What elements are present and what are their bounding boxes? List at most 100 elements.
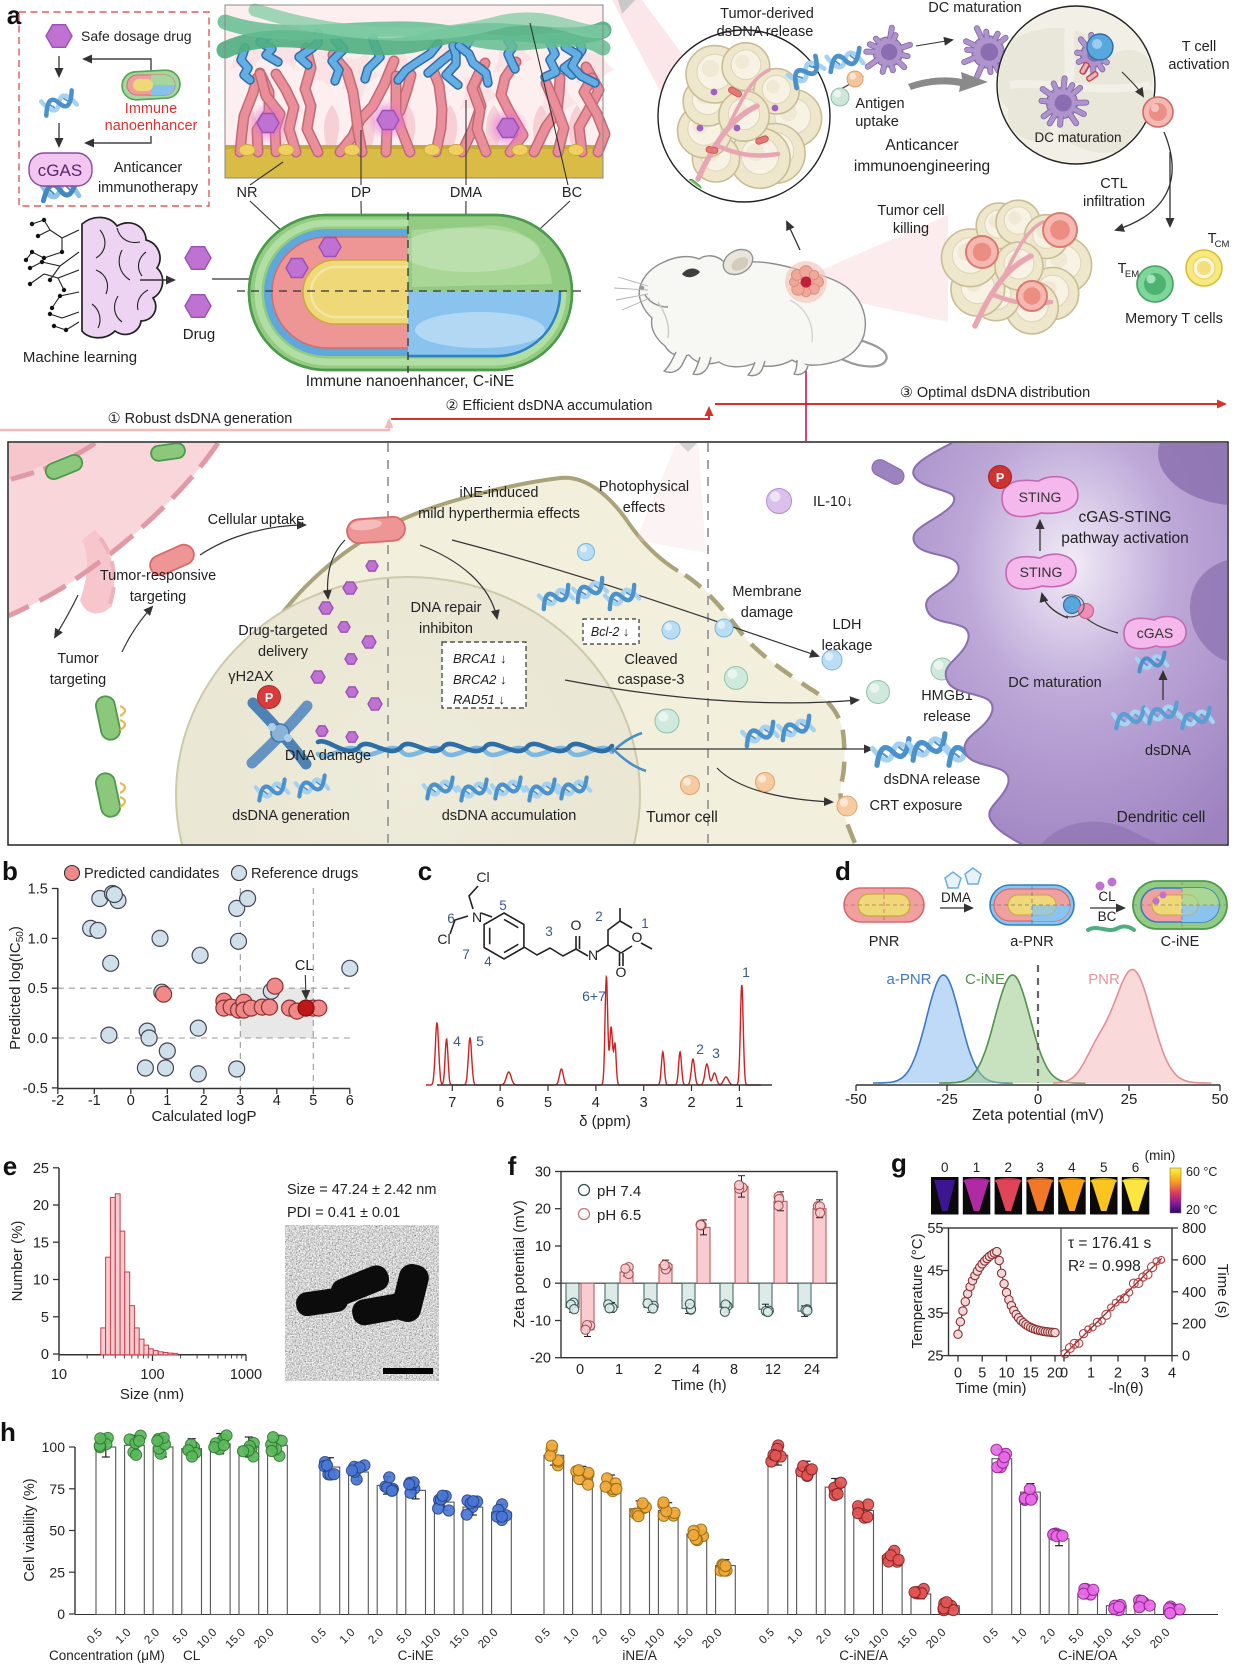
svg-text:Size (nm): Size (nm) — [120, 1386, 184, 1403]
svg-text:0: 0 — [41, 1347, 49, 1363]
svg-text:a: a — [7, 0, 22, 30]
svg-text:Cl: Cl — [476, 869, 489, 885]
svg-text:1: 1 — [973, 1160, 981, 1175]
svg-text:0: 0 — [127, 1093, 135, 1109]
svg-text:Tumor-responsive: Tumor-responsive — [100, 568, 216, 584]
svg-text:60 °C: 60 °C — [1186, 1165, 1217, 1179]
svg-text:4: 4 — [484, 954, 492, 969]
svg-text:Time (h): Time (h) — [671, 1377, 726, 1394]
svg-text:targeting: targeting — [50, 672, 106, 688]
svg-text:25: 25 — [1121, 1091, 1138, 1108]
svg-text:10: 10 — [535, 1239, 551, 1255]
svg-text:b: b — [2, 856, 18, 886]
svg-text:N: N — [588, 947, 598, 963]
svg-text:1: 1 — [641, 916, 649, 931]
svg-text:release: release — [923, 709, 971, 725]
svg-text:effects: effects — [623, 500, 665, 516]
svg-text:400: 400 — [1182, 1285, 1206, 1301]
svg-text:O: O — [571, 917, 582, 933]
svg-text:-10: -10 — [530, 1313, 551, 1329]
svg-text:Immune nanoenhancer, C-iNE: Immune nanoenhancer, C-iNE — [306, 373, 515, 390]
svg-text:200: 200 — [1182, 1317, 1206, 1333]
svg-text:50: 50 — [1212, 1091, 1229, 1108]
svg-text:6: 6 — [496, 1095, 504, 1111]
svg-text:O: O — [616, 964, 627, 980]
svg-text:EM: EM — [1125, 269, 1139, 280]
svg-text:1: 1 — [615, 1362, 623, 1378]
svg-text:25: 25 — [49, 1564, 65, 1580]
svg-text:0.5: 0.5 — [28, 981, 48, 997]
svg-text:100: 100 — [140, 1367, 164, 1383]
svg-text:immunoengineering: immunoengineering — [854, 158, 990, 175]
svg-text:dsDNA: dsDNA — [1145, 743, 1191, 759]
svg-text:STING: STING — [1020, 564, 1063, 580]
svg-text:BC: BC — [562, 185, 582, 201]
svg-text:0: 0 — [57, 1606, 65, 1622]
svg-text:20: 20 — [1047, 1366, 1063, 1382]
svg-text:5: 5 — [499, 898, 507, 913]
svg-text:3: 3 — [712, 1045, 720, 1061]
svg-text:Size = 47.24 ± 2.42 nm: Size = 47.24 ± 2.42 nm — [287, 1182, 436, 1198]
svg-text:Immune: Immune — [125, 101, 177, 117]
svg-text:DNA repair: DNA repair — [411, 600, 482, 616]
svg-text:IL-10↓: IL-10↓ — [813, 494, 853, 510]
svg-text:caspase-3: caspase-3 — [618, 672, 685, 688]
svg-text:10: 10 — [51, 1367, 67, 1383]
svg-text:iNE/A: iNE/A — [622, 1648, 657, 1663]
svg-text:immunotherapy: immunotherapy — [98, 180, 199, 196]
svg-text:50: 50 — [49, 1523, 65, 1539]
svg-text:(min): (min) — [1145, 1148, 1176, 1163]
svg-text:dsDNA release: dsDNA release — [884, 772, 981, 788]
svg-text:Dendritic cell: Dendritic cell — [1117, 809, 1206, 826]
svg-text:T: T — [1118, 261, 1127, 277]
svg-text:Tumor-derived: Tumor-derived — [720, 6, 814, 22]
svg-text:T cell: T cell — [1182, 39, 1216, 55]
svg-text:0: 0 — [954, 1366, 962, 1382]
svg-text:1: 1 — [735, 1095, 743, 1111]
svg-text:Predicted log(IC50): Predicted log(IC50) — [7, 926, 26, 1050]
svg-text:Anticancer: Anticancer — [114, 160, 183, 176]
svg-text:pH 7.4: pH 7.4 — [597, 1183, 641, 1200]
svg-text:CL: CL — [183, 1648, 201, 1663]
svg-text:c: c — [418, 856, 432, 886]
svg-text:Temperature (°C): Temperature (°C) — [909, 1233, 926, 1348]
svg-text:CTL: CTL — [1100, 176, 1127, 192]
svg-text:600: 600 — [1182, 1253, 1206, 1269]
svg-text:2: 2 — [696, 1041, 704, 1057]
svg-text:NR: NR — [237, 185, 258, 201]
svg-text:0: 0 — [1182, 1349, 1190, 1365]
svg-text:Cellular uptake: Cellular uptake — [208, 512, 305, 528]
svg-text:infiltration: infiltration — [1083, 194, 1145, 210]
svg-text:55: 55 — [927, 1221, 943, 1237]
svg-text:25: 25 — [33, 1161, 49, 1177]
svg-text:2: 2 — [688, 1095, 696, 1111]
svg-text:5: 5 — [309, 1093, 317, 1109]
svg-text:1: 1 — [1087, 1366, 1095, 1382]
svg-text:0: 0 — [543, 1276, 551, 1292]
svg-text:4: 4 — [1168, 1366, 1176, 1382]
svg-text:targeting: targeting — [130, 589, 186, 605]
svg-text:d: d — [835, 856, 851, 886]
svg-text:Concentration (μM): Concentration (μM) — [49, 1648, 165, 1663]
svg-text:τ = 176.41 s: τ = 176.41 s — [1068, 1235, 1152, 1252]
svg-text:-1: -1 — [88, 1093, 101, 1109]
svg-text:nanoenhancer: nanoenhancer — [105, 118, 198, 134]
svg-text:Bcl-2 ↓: Bcl-2 ↓ — [591, 625, 629, 639]
svg-text:dsDNA accumulation: dsDNA accumulation — [442, 808, 577, 824]
svg-text:a-PNR: a-PNR — [886, 971, 931, 988]
svg-text:800: 800 — [1182, 1221, 1206, 1237]
svg-text:0: 0 — [1060, 1366, 1068, 1382]
svg-text:uptake: uptake — [855, 114, 899, 130]
svg-text:P: P — [265, 691, 273, 705]
svg-text:T: T — [1208, 231, 1217, 247]
svg-text:PDI = 0.41 ± 0.01: PDI = 0.41 ± 0.01 — [287, 1205, 400, 1221]
svg-text:1: 1 — [742, 964, 750, 980]
svg-text:30: 30 — [535, 1165, 551, 1181]
svg-text:γH2AX: γH2AX — [228, 669, 273, 685]
svg-text:2: 2 — [595, 909, 603, 924]
svg-text:Predicted candidates: Predicted candidates — [84, 866, 219, 882]
svg-text:2: 2 — [654, 1362, 662, 1378]
svg-text:Safe dosage drug: Safe dosage drug — [81, 28, 192, 44]
svg-text:0: 0 — [941, 1160, 949, 1175]
svg-text:C-iNE: C-iNE — [398, 1648, 434, 1663]
